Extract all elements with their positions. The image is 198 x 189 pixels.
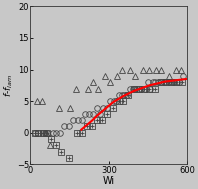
X-axis label: Wi: Wi <box>103 176 115 186</box>
Y-axis label: $f$-$f_{lam}$: $f$-$f_{lam}$ <box>3 74 15 97</box>
